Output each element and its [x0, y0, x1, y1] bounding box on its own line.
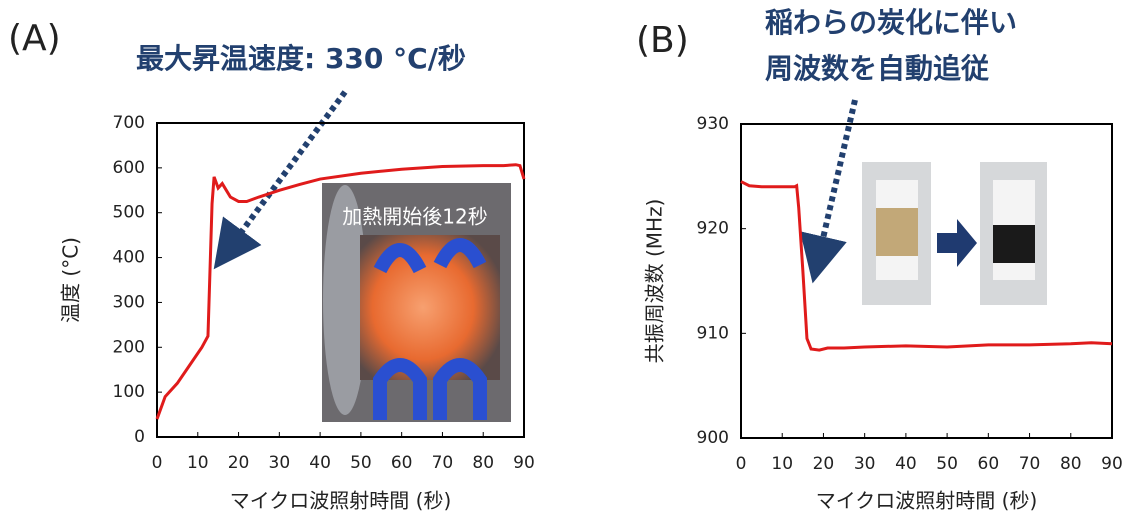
x-tick-label: 90	[513, 453, 535, 473]
x-tick-label: 40	[309, 453, 331, 473]
x-axis-label: マイクロ波照射時間 (秒)	[230, 489, 452, 513]
x-tick-label: 90	[1101, 454, 1122, 474]
y-tick-label: 700	[113, 113, 145, 133]
x-tick-label: 20	[813, 454, 835, 474]
x-tick-label: 0	[736, 454, 747, 474]
y-tick-label: 910	[697, 323, 729, 343]
x-tick-label: 30	[854, 454, 876, 474]
y-tick-label: 0	[134, 427, 145, 447]
y-axis-label: 温度 (°C)	[59, 237, 83, 323]
x-tick-label: 80	[1060, 454, 1082, 474]
inset-label: 加熱開始後12秒	[342, 205, 487, 229]
y-tick-label: 200	[113, 337, 145, 357]
annotation: 周波数を自動追従	[765, 52, 989, 85]
annotation: 最大昇温速度: 330 °C/秒	[136, 42, 466, 75]
y-tick-label: 100	[113, 382, 145, 402]
x-tick-label: 50	[350, 453, 372, 473]
chart: 0100200300400500600700010203040506070809…	[0, 0, 1122, 524]
x-tick-label: 50	[936, 454, 958, 474]
x-tick-label: 0	[152, 453, 163, 473]
y-tick-label: 400	[113, 248, 145, 268]
panel-label: (B)	[636, 20, 689, 61]
x-tick-label: 60	[391, 453, 413, 473]
y-tick-label: 600	[113, 158, 145, 178]
x-tick-label: 30	[269, 453, 291, 473]
y-tick-label: 500	[113, 203, 145, 223]
x-tick-label: 20	[228, 453, 250, 473]
x-tick-label: 70	[1019, 454, 1041, 474]
y-tick-label: 900	[697, 428, 729, 448]
y-tick-label: 300	[113, 292, 145, 312]
x-tick-label: 80	[472, 453, 494, 473]
x-axis-label: マイクロ波照射時間 (秒)	[816, 489, 1038, 513]
x-tick-label: 10	[187, 453, 209, 473]
x-tick-label: 70	[432, 453, 454, 473]
x-tick-label: 60	[978, 454, 1000, 474]
panel-label: (A)	[8, 18, 61, 59]
inset-photos	[862, 162, 1047, 305]
annotation: 稲わらの炭化に伴い	[765, 6, 1017, 39]
y-tick-label: 930	[697, 114, 729, 134]
x-tick-label: 40	[895, 454, 917, 474]
x-tick-label: 10	[771, 454, 793, 474]
y-tick-label: 920	[697, 219, 729, 239]
y-axis-label: 共振周波数 (MHz)	[643, 199, 667, 364]
